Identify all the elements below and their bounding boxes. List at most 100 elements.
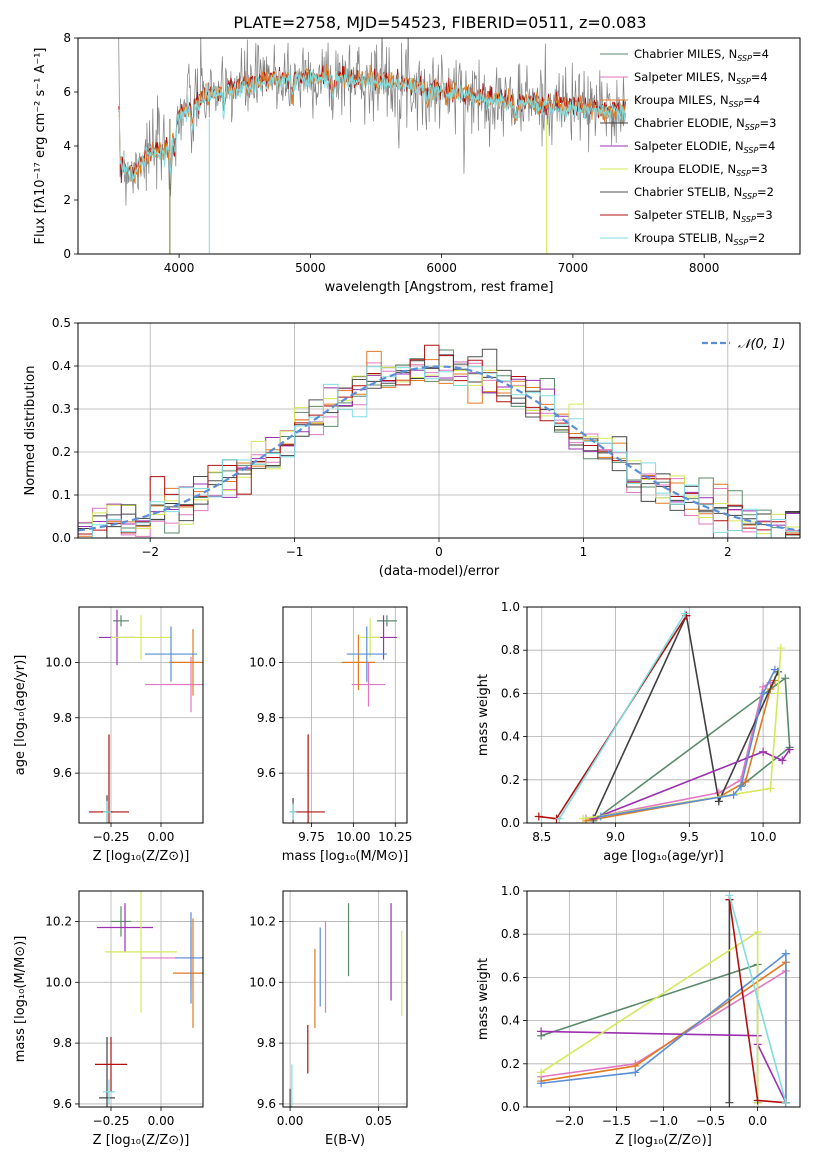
series-marker <box>778 756 787 765</box>
legend-n: =3 <box>760 116 777 130</box>
weight_vs_age-ytick-label: 0.2 <box>501 773 520 787</box>
weight_vs_Z-ytick-label: 0.0 <box>501 1100 520 1114</box>
spectrum-xtick-label: 6000 <box>426 261 457 275</box>
legend-sub: SSP <box>737 54 752 63</box>
series-marker <box>776 644 785 653</box>
weight_vs_Z-axes: −2.0 −1.5 −1.0 −0.5 0.0 0.0 0.2 0.4 0.6 0.8 1.0 Z [… <box>476 884 801 1148</box>
normal-curve <box>78 365 800 532</box>
weight_vs_Z-xtick-label: 0.0 <box>748 1114 767 1128</box>
legend-name: Kroupa ELODIE, N <box>634 162 736 176</box>
legend-sub: SSP <box>744 146 759 155</box>
series-marker <box>537 1068 546 1077</box>
age_vs_mass-xlabel: mass [log₁₀(M/M⊙)] <box>282 849 409 864</box>
weight_vs_age-ytick-label: 0.0 <box>501 816 520 830</box>
legend-name: Salpeter ELODIE, N <box>634 139 744 153</box>
series-marker <box>729 790 738 799</box>
mass_vs_EBV-marks <box>289 903 403 1107</box>
legend-label: Kroupa MILES, NSSP=4 <box>634 93 760 109</box>
spectrum-ytick-label: 8 <box>63 31 71 45</box>
weight_vs_Z-xtick-label: −1.0 <box>649 1114 678 1128</box>
spectrum-ytick-label: 6 <box>63 85 71 99</box>
mass_vs_EBV-ytick-label: 10.0 <box>249 975 276 989</box>
residuals-marks <box>78 344 800 538</box>
legend-n: =4 <box>752 47 769 61</box>
series-marker <box>770 665 779 674</box>
spectrum-ytick-label: 0 <box>63 247 71 261</box>
mass_vs_Z-xlabel: Z [log₁₀(Z/Z⊙)] <box>93 1133 190 1148</box>
legend-name: Salpeter MILES, N <box>634 70 736 84</box>
legend-name: Kroupa MILES, N <box>634 93 729 107</box>
spectrum-ytick-label: 4 <box>63 139 71 153</box>
residuals-xtick-label: 0 <box>435 545 443 559</box>
legend-label: Chabrier ELODIE, NSSP=3 <box>634 116 776 132</box>
series-line-chabrier_elodie <box>592 612 779 820</box>
series-marker <box>534 812 543 821</box>
weight_vs_age-ylabel: mass weight <box>476 674 491 756</box>
age_vs_Z-xtick-label: −0.25 <box>93 830 130 844</box>
series-marker <box>680 609 689 618</box>
observed-spectrum-line <box>118 38 626 206</box>
spectrum-xtick-label: 7000 <box>558 261 589 275</box>
residuals-xlabel: (data-model)/error <box>379 564 500 579</box>
plots-layer: 4000 5000 6000 7000 8000 0 2 4 6 8 wavelength [Ang… <box>13 31 801 1148</box>
series-marker <box>555 814 564 823</box>
weight_vs_age-xtick-label: 10.0 <box>750 830 777 844</box>
weight_vs_Z-xtick-label: −2.0 <box>555 1114 584 1128</box>
legend-n: =2 <box>748 231 765 245</box>
series-line-kroupa_stelib <box>728 895 787 1103</box>
weight_vs_Z-ylabel: mass weight <box>476 958 491 1040</box>
residuals-ytick-label: 0.0 <box>52 531 71 545</box>
age_vs_mass-frame <box>282 606 408 824</box>
series-marker <box>537 1027 546 1036</box>
series-line-kroupa_stelib <box>558 613 686 820</box>
spectrum-xtick-label: 5000 <box>295 261 326 275</box>
weight_vs_age-axes: 8.5 9.0 9.5 10.0 0.0 0.2 0.4 0.6 0.8 1.0 age [log₁… <box>476 600 801 864</box>
series-line-chabrier_miles <box>592 676 791 822</box>
weight_vs_age-marks <box>534 609 794 823</box>
series-marker <box>773 689 782 698</box>
legend-n: =4 <box>758 139 775 153</box>
age_vs_Z-ytick-label: 9.6 <box>53 766 72 780</box>
legend-sub: SSP <box>742 192 757 201</box>
spectrum-axes: 4000 5000 6000 7000 8000 0 2 4 6 8 wavelength [Ang… <box>33 31 801 295</box>
age_vs_Z-ylabel: age [log₁₀(age/yr)] <box>13 655 28 776</box>
legend-name: Chabrier MILES, N <box>634 47 737 61</box>
series-marker <box>781 674 790 683</box>
residuals-ytick-label: 0.1 <box>52 488 71 502</box>
series-marker <box>579 814 588 823</box>
mass_vs_Z-ytick-label: 10.0 <box>45 975 72 989</box>
weight_vs_Z-frame <box>526 890 801 1108</box>
residuals-xtick-label: 2 <box>724 545 732 559</box>
weight_vs_Z-marks <box>537 891 790 1107</box>
series-line-blue <box>600 669 776 818</box>
legend-sub: SSP <box>729 100 744 109</box>
mass_vs_Z-frame <box>78 890 204 1108</box>
mass_vs_EBV-frame <box>282 890 408 1108</box>
series-line-kroupa_elodie <box>582 647 782 820</box>
legend-sub: SSP <box>745 123 760 132</box>
legend-n: =3 <box>751 162 768 176</box>
residuals-xtick-label: 1 <box>580 545 588 559</box>
mass_vs_Z-xtick-label: −0.25 <box>93 1114 130 1128</box>
series-marker <box>781 1098 790 1107</box>
age_vs_mass-xtick-label: 9.75 <box>298 830 325 844</box>
residuals-ytick-label: 0.4 <box>52 359 71 373</box>
series-marker <box>725 891 734 900</box>
series-line-blue <box>541 951 787 1103</box>
residuals-xtick-label: −2 <box>141 545 159 559</box>
series-line-kroupa_elodie <box>540 930 759 1103</box>
spectrum-ylabel: Flux [fλ10⁻¹⁷ erg cm⁻² s⁻¹ A⁻¹] <box>33 48 48 245</box>
weight_vs_age-xtick-label: 8.5 <box>532 830 551 844</box>
legend-label: Chabrier STELIB, NSSP=2 <box>634 185 774 201</box>
legend-n: =2 <box>757 185 774 199</box>
series-marker <box>766 784 775 793</box>
legend-sub: SSP <box>734 238 749 247</box>
age_vs_mass-ytick-label: 9.6 <box>257 766 276 780</box>
series-marker <box>725 1098 734 1107</box>
spectrum-frame <box>77 37 801 255</box>
weight_vs_age-ytick-label: 1.0 <box>501 600 520 614</box>
legend-name: Chabrier ELODIE, N <box>634 116 745 130</box>
age_vs_mass-xtick-label: 10.00 <box>336 830 370 844</box>
legend-n: =4 <box>751 70 768 84</box>
legend-sub: SSP <box>741 215 756 224</box>
